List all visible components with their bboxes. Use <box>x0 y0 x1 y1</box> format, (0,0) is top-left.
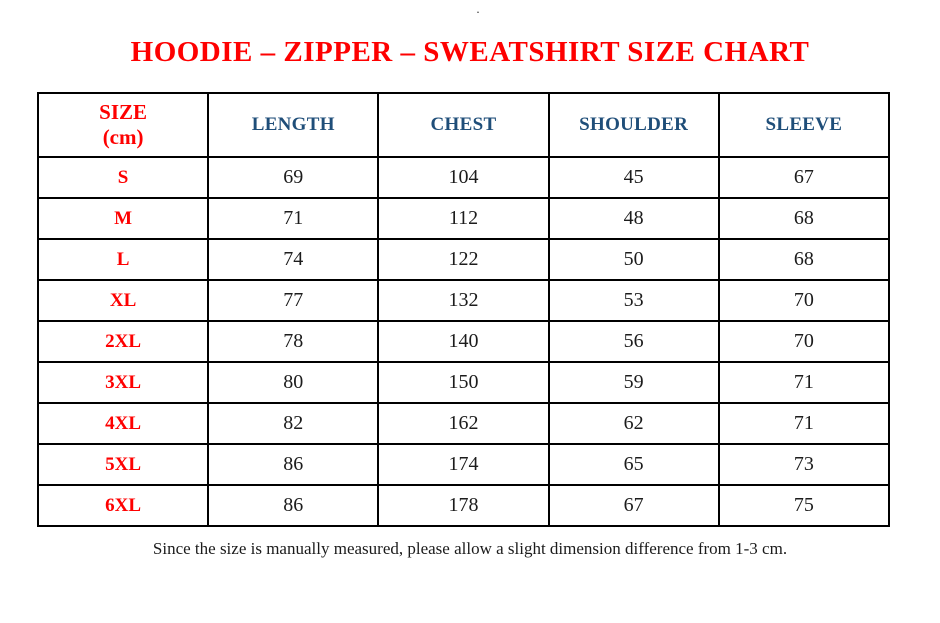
table-row: 2XL 78 140 56 70 <box>36 320 891 363</box>
length-cell: 77 <box>207 279 380 322</box>
size-cell: 5XL <box>36 443 210 486</box>
column-header-sleeve: SLEEVE <box>717 92 891 158</box>
shoulder-cell: 62 <box>547 402 720 445</box>
length-cell: 86 <box>207 443 380 486</box>
size-cell: L <box>36 238 210 281</box>
size-header-unit-line2: (cm) <box>102 125 144 149</box>
size-cell: XL <box>36 279 210 322</box>
chest-cell: 104 <box>377 156 550 199</box>
size-cell: 2XL <box>36 320 210 363</box>
column-header-chest: CHEST <box>377 92 550 158</box>
size-table-body: S 69 104 45 67 M 71 112 48 68 L 74 122 50 68 XL 77 132 53 7… <box>36 156 891 527</box>
sleeve-cell: 75 <box>717 484 891 527</box>
size-cell: M <box>36 197 210 240</box>
column-header-shoulder: SHOULDER <box>547 92 720 158</box>
shoulder-cell: 53 <box>547 279 720 322</box>
length-cell: 78 <box>207 320 380 363</box>
size-header-unit-line1: SIZE <box>99 100 148 125</box>
length-cell: 82 <box>207 402 380 445</box>
sleeve-cell: 71 <box>717 402 891 445</box>
length-cell: 80 <box>207 361 380 404</box>
sleeve-cell: 67 <box>717 156 891 199</box>
chest-cell: 178 <box>377 484 550 527</box>
shoulder-cell: 67 <box>547 484 720 527</box>
table-row: 6XL 86 178 67 75 <box>36 484 891 527</box>
chest-cell: 132 <box>377 279 550 322</box>
footer-note: Since the size is manually measured, ple… <box>152 539 788 558</box>
sleeve-cell: 68 <box>717 238 891 281</box>
sleeve-cell: 73 <box>717 443 891 486</box>
stray-dot: . <box>476 1 480 16</box>
table-row: 3XL 80 150 59 71 <box>36 361 891 404</box>
size-chart-table: SIZE (cm) LENGTH CHEST SHOULDER SLEEVE S… <box>36 92 891 527</box>
chest-cell: 122 <box>377 238 550 281</box>
column-header-length: LENGTH <box>207 92 380 158</box>
table-row: S 69 104 45 67 <box>36 156 891 199</box>
table-row: M 71 112 48 68 <box>36 197 891 240</box>
shoulder-cell: 50 <box>547 238 720 281</box>
table-row: L 74 122 50 68 <box>36 238 891 281</box>
shoulder-cell: 65 <box>547 443 720 486</box>
page-title: HOODIE – ZIPPER – SWEATSHIRT SIZE CHART <box>130 36 810 68</box>
chest-cell: 150 <box>377 361 550 404</box>
chest-cell: 112 <box>377 197 550 240</box>
shoulder-cell: 45 <box>547 156 720 199</box>
size-cell: S <box>36 156 210 199</box>
size-cell: 6XL <box>36 484 210 527</box>
table-row: XL 77 132 53 70 <box>36 279 891 322</box>
column-header-size: SIZE (cm) <box>36 92 210 158</box>
size-cell: 3XL <box>36 361 210 404</box>
table-row: 4XL 82 162 62 71 <box>36 402 891 445</box>
length-cell: 69 <box>207 156 380 199</box>
chest-cell: 162 <box>377 402 550 445</box>
length-cell: 74 <box>207 238 380 281</box>
header-row: SIZE (cm) LENGTH CHEST SHOULDER SLEEVE <box>36 92 891 158</box>
sleeve-cell: 70 <box>717 320 891 363</box>
table-row: 5XL 86 174 65 73 <box>36 443 891 486</box>
shoulder-cell: 59 <box>547 361 720 404</box>
sleeve-cell: 68 <box>717 197 891 240</box>
shoulder-cell: 48 <box>547 197 720 240</box>
length-cell: 86 <box>207 484 380 527</box>
chest-cell: 174 <box>377 443 550 486</box>
table-header: SIZE (cm) LENGTH CHEST SHOULDER SLEEVE <box>36 92 891 158</box>
chest-cell: 140 <box>377 320 550 363</box>
shoulder-cell: 56 <box>547 320 720 363</box>
sleeve-cell: 71 <box>717 361 891 404</box>
length-cell: 71 <box>207 197 380 240</box>
sleeve-cell: 70 <box>717 279 891 322</box>
size-cell: 4XL <box>36 402 210 445</box>
